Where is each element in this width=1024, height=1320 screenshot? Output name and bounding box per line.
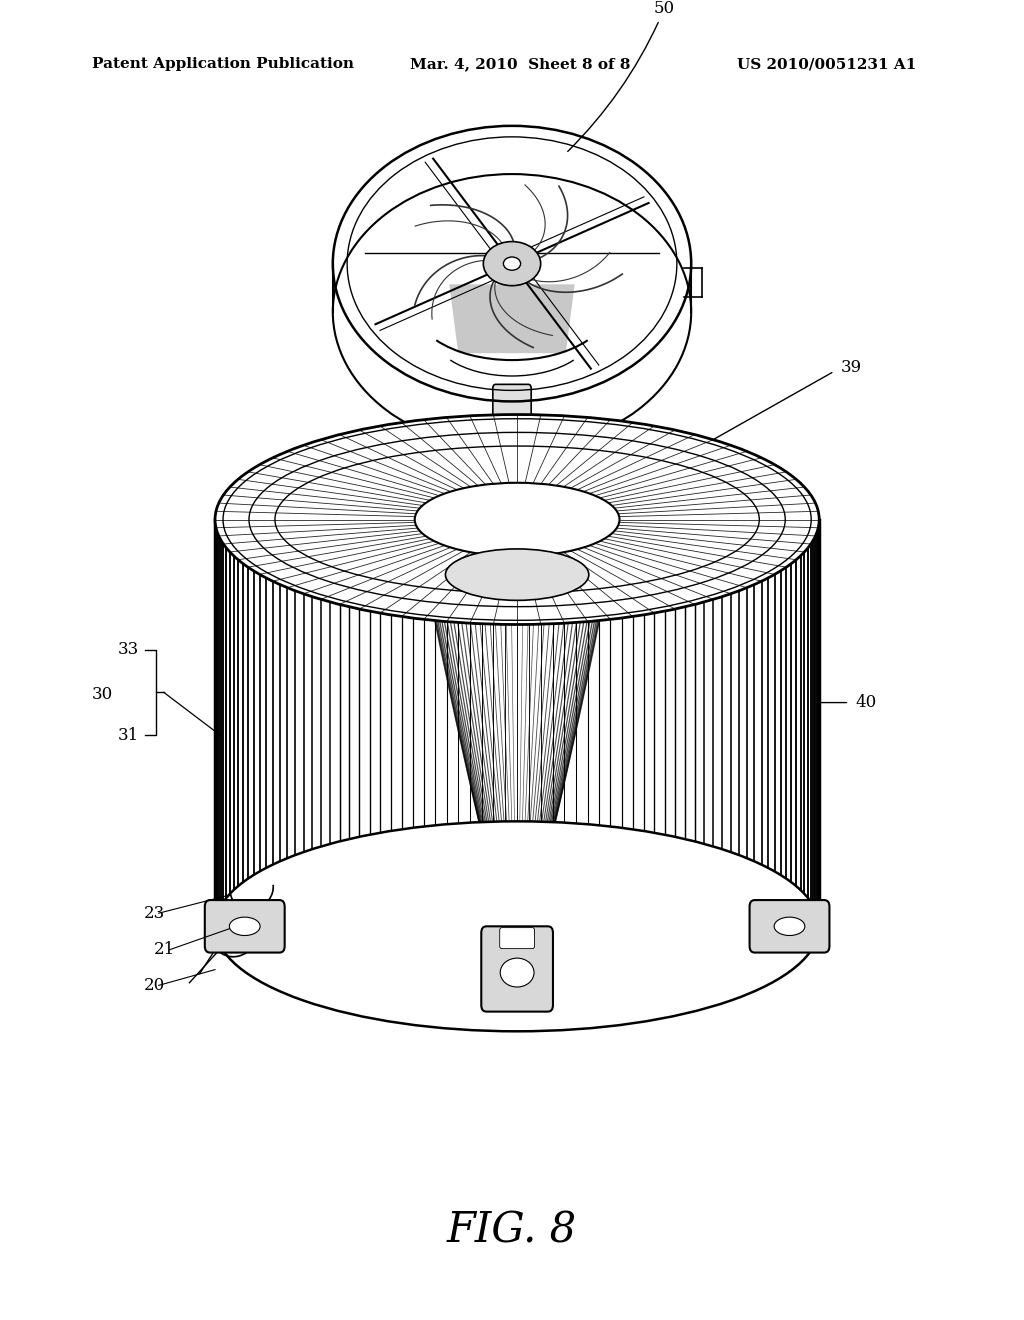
Ellipse shape (415, 483, 620, 556)
FancyBboxPatch shape (481, 927, 553, 1011)
Ellipse shape (445, 549, 589, 601)
FancyBboxPatch shape (500, 928, 535, 949)
Text: 39: 39 (841, 359, 861, 376)
Ellipse shape (500, 958, 535, 987)
Text: 21: 21 (154, 941, 175, 958)
Ellipse shape (504, 257, 520, 271)
Ellipse shape (483, 242, 541, 285)
Ellipse shape (215, 414, 819, 624)
Ellipse shape (774, 917, 805, 936)
FancyBboxPatch shape (205, 900, 285, 953)
Text: 33: 33 (118, 642, 139, 659)
FancyBboxPatch shape (750, 900, 829, 953)
Text: 23: 23 (143, 904, 165, 921)
Text: 40: 40 (855, 694, 877, 711)
Text: 20: 20 (143, 977, 165, 994)
Text: 31: 31 (118, 726, 139, 743)
FancyBboxPatch shape (493, 384, 531, 454)
Text: US 2010/0051231 A1: US 2010/0051231 A1 (737, 57, 916, 71)
Text: Mar. 4, 2010  Sheet 8 of 8: Mar. 4, 2010 Sheet 8 of 8 (410, 57, 630, 71)
Polygon shape (450, 284, 574, 354)
Text: 50: 50 (567, 0, 675, 152)
Polygon shape (215, 520, 819, 927)
Ellipse shape (229, 917, 260, 936)
Text: 30: 30 (92, 686, 114, 704)
Text: Patent Application Publication: Patent Application Publication (92, 57, 354, 71)
Text: FIG. 8: FIG. 8 (446, 1209, 578, 1251)
Ellipse shape (215, 821, 819, 1031)
